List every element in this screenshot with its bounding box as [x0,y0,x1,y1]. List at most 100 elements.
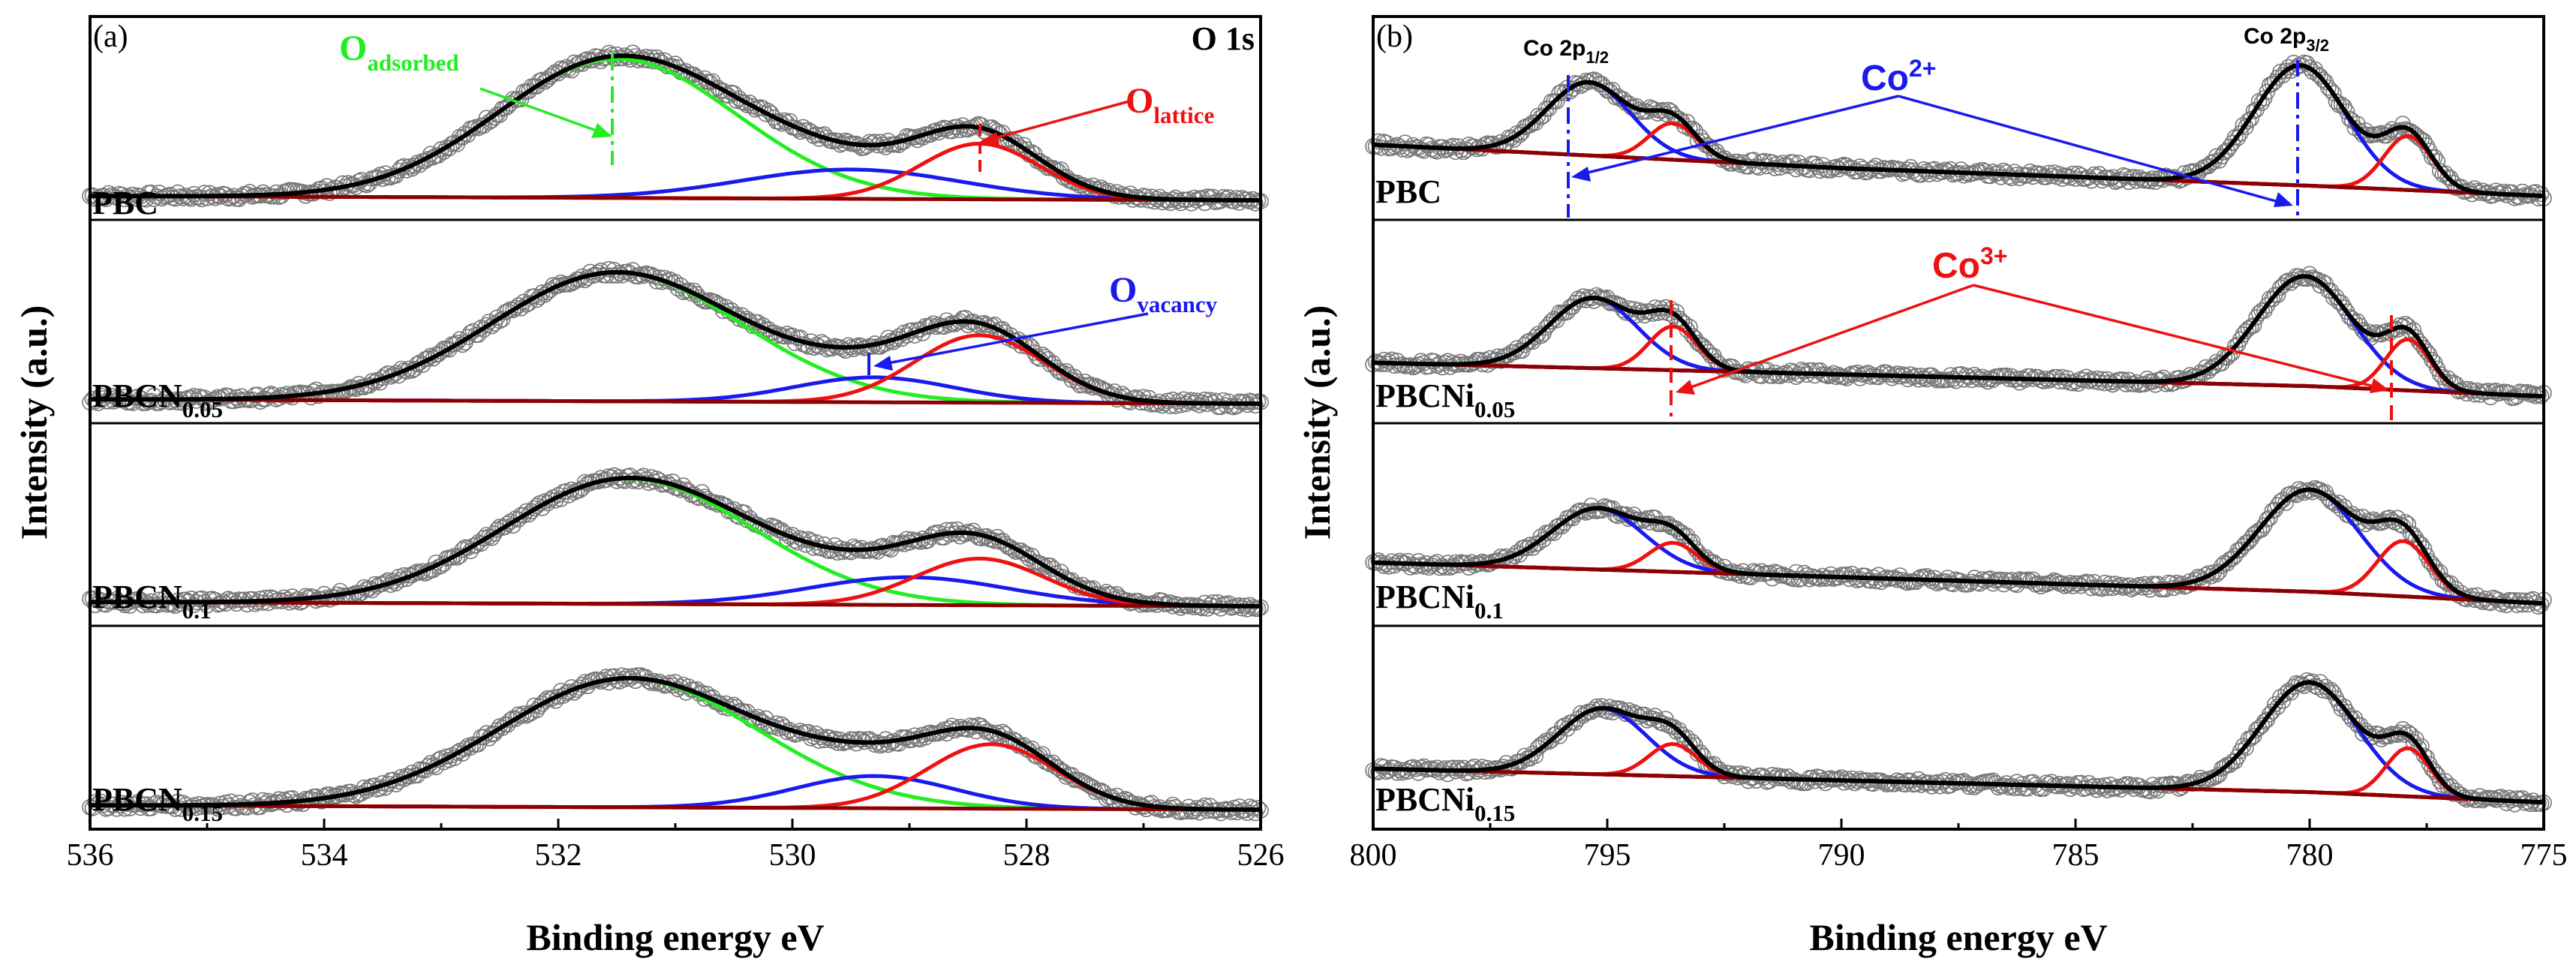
annotation-o-adsorbed-arrowhead [591,123,612,138]
annotation-o-vacancy: Ovacancy [867,270,1218,375]
raw-data-point [2203,359,2220,377]
raw-data-point [1716,150,1733,167]
raw-data-point [146,191,162,207]
raw-data-point [2226,753,2244,770]
background-line [89,194,1261,203]
raw-data-point [1785,570,1802,588]
raw-data-point [2426,763,2443,780]
raw-data-point [550,277,567,294]
raw-data-point [185,387,203,404]
raw-data-point [1196,391,1213,408]
raw-data-point [2070,165,2087,182]
raw-data-point [1838,370,1855,386]
raw-data-point [1583,498,1600,514]
raw-data-point [459,329,476,345]
raw-data-point [949,521,966,538]
raw-data-point [616,473,633,489]
x-tick-label: 775 [2520,838,2568,873]
raw-data-point [2501,789,2517,807]
raw-data-point [1764,767,1781,783]
panel-b-plot-area [1365,54,2552,813]
raw-data-point [1527,329,1544,345]
raw-data-point [2243,110,2259,128]
raw-data-point [1921,166,1937,183]
raw-data-point [2118,376,2135,392]
raw-data-point [1223,804,1240,820]
raw-data-point [2320,79,2337,96]
raw-data-point [2343,112,2361,129]
raw-data-point [443,549,461,566]
raw-data-point [1870,567,1887,584]
raw-data-point [1407,358,1424,374]
raw-data-point [2264,290,2281,308]
x-tick-label: 536 [67,838,114,873]
raw-data-point [1034,557,1051,573]
raw-data-point [1519,540,1536,557]
raw-data-point [938,522,955,539]
raw-data-point [1862,572,1879,589]
annotation-o-lattice-arrow [988,100,1130,141]
raw-data-point [2434,368,2451,386]
raw-data-point [2038,774,2054,791]
raw-data-point [1530,326,1547,342]
raw-data-point [1450,759,1467,777]
raw-data-point [2253,95,2270,111]
raw-data-point [1787,564,1805,581]
raw-data-point [1548,519,1565,536]
raw-data-point [1220,189,1237,206]
raw-data-point [1673,726,1691,743]
raw-data-point [404,567,420,584]
raw-data-point [2238,323,2254,340]
raw-data-point [1431,559,1448,576]
raw-data-point [2214,148,2230,164]
co3plus-arrowhead-left [1676,380,1695,395]
raw-data-point [497,519,513,536]
co3plus-arrow-right [1973,284,2378,389]
raw-data-point [1577,705,1595,721]
raw-data-point [1434,359,1450,376]
annotation-o-adsorbed-arrow [479,87,601,134]
raw-data-point [1684,534,1701,550]
raw-data-point [2240,113,2257,129]
raw-data-point [1689,132,1706,149]
raw-data-point [2269,497,2286,514]
raw-data-point [499,716,516,733]
raw-data-point [1183,392,1200,409]
panel-a-label: (a) [93,20,128,54]
raw-data-point [2530,598,2547,615]
raw-data-point [1242,798,1258,815]
raw-data-point [516,705,532,722]
component-peak-co2- [1372,706,2544,804]
raw-data-point [122,800,138,816]
raw-data-point [1394,764,1411,781]
x-tick-label: 530 [769,838,816,873]
fit-envelope-line [90,476,1261,609]
raw-data-point [101,185,117,202]
raw-data-point [2437,165,2454,182]
raw-data-point [1998,367,2015,384]
sample-label-pbcni-0.1: PBCNi0.1 [1375,579,1504,624]
raw-data-point [2530,190,2547,207]
sample-label-pbcn-0.15: PBCN0.15 [92,781,223,826]
raw-data-point [2086,166,2103,183]
raw-data-point [2331,495,2347,511]
raw-data-point [2328,497,2345,513]
raw-data-point [1594,698,1610,715]
fit-envelope-line [89,53,1261,203]
panel-a-x-axis-title: Binding energy eV [526,916,824,958]
raw-data-point [542,492,559,508]
raw-data-point [2312,68,2328,85]
raw-data-point [2314,71,2331,88]
annotation-o-vacancy-arrowhead [873,356,893,371]
raw-data-point [2064,374,2082,392]
raw-data-point [2424,352,2440,368]
panel-a-title: O 1s [1192,20,1255,57]
raw-data-point [2514,183,2531,200]
raw-data-point [996,536,1014,552]
annotation-co-2p-3-2: Co 2p3/2 [2244,24,2329,55]
raw-data-point [1859,164,1877,180]
raw-data-point [960,317,976,334]
raw-data-point [116,191,133,208]
raw-data-point [1540,316,1557,333]
